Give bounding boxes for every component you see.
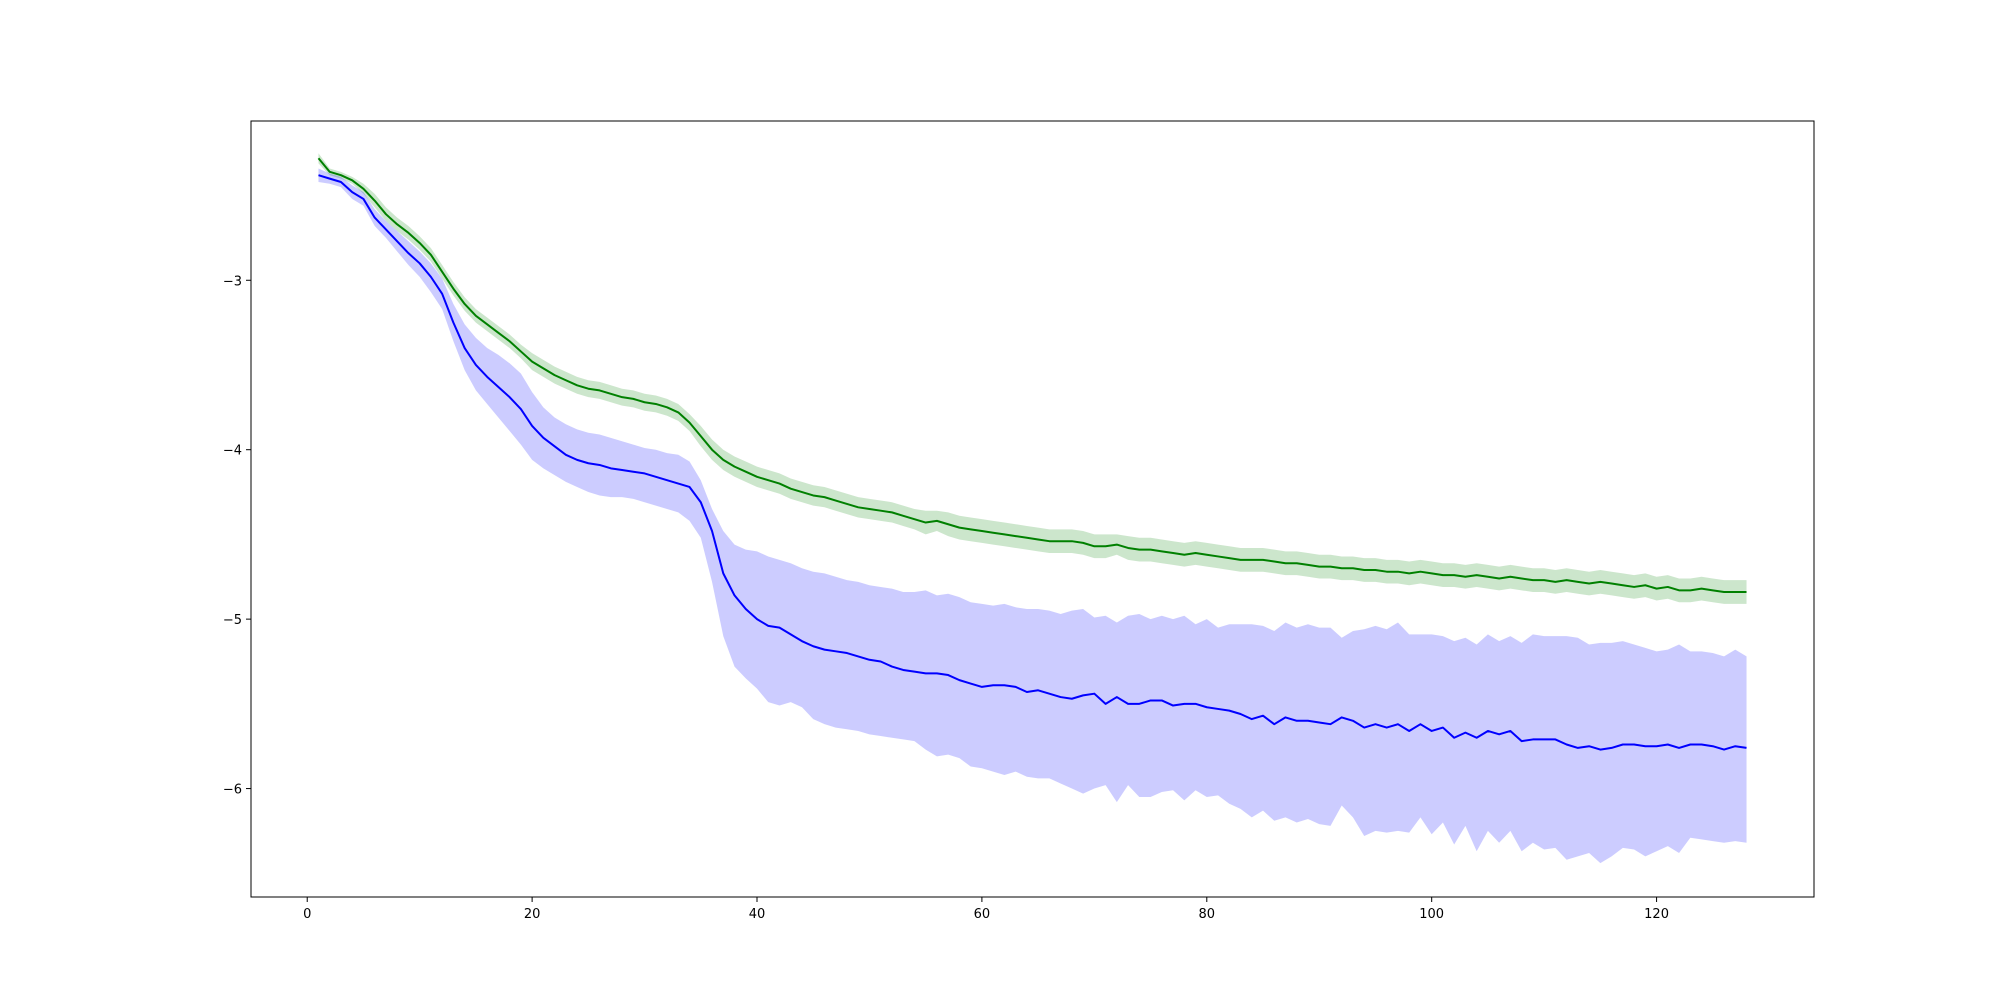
y-axis-ticks: −6 −5 −4 −3	[223, 274, 251, 798]
x-tick-label: 0	[303, 907, 311, 922]
y-tick-label: −6	[223, 783, 242, 798]
x-tick-label: 60	[974, 907, 991, 922]
series-2-line	[318, 174, 1747, 751]
series-lines	[317, 157, 1747, 751]
axes-frame	[250, 120, 1815, 898]
y-tick-label: −3	[223, 274, 242, 289]
x-tick-label: 80	[1199, 907, 1216, 922]
y-tick-label: −4	[223, 444, 242, 459]
x-tick-label: 100	[1419, 907, 1444, 922]
x-tick-label: 120	[1644, 907, 1669, 922]
series-2-band	[318, 168, 1747, 864]
series-1-line	[317, 157, 1747, 594]
x-tick-label: 40	[749, 907, 766, 922]
x-axis-ticks: 0 20 40 60 80 100 120	[303, 897, 1669, 922]
confidence-bands	[318, 153, 1747, 864]
x-tick-label: 20	[524, 907, 541, 922]
y-tick-label: −5	[223, 613, 242, 628]
